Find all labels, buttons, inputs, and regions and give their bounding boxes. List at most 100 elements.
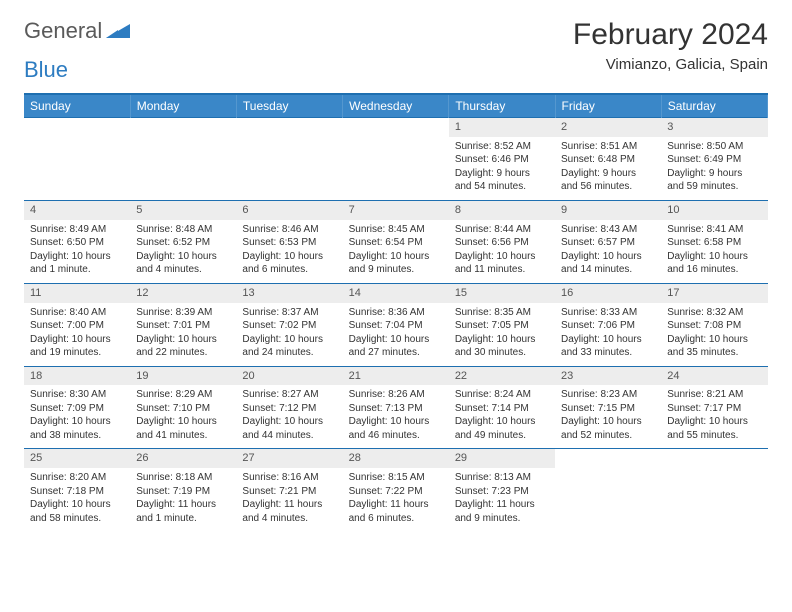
day-info-cell: Sunrise: 8:16 AMSunset: 7:21 PMDaylight:… bbox=[236, 468, 342, 531]
day-number-cell bbox=[130, 118, 236, 137]
day2-text: and 11 minutes. bbox=[455, 263, 549, 277]
day-info-cell: Sunrise: 8:35 AMSunset: 7:05 PMDaylight:… bbox=[449, 303, 555, 367]
day2-text: and 14 minutes. bbox=[561, 263, 655, 277]
sunrise-text: Sunrise: 8:51 AM bbox=[561, 140, 655, 154]
day-number-cell: 15 bbox=[449, 283, 555, 302]
title-location: Vimianzo, Galicia, Spain bbox=[573, 56, 768, 73]
sunrise-text: Sunrise: 8:39 AM bbox=[136, 306, 230, 320]
day-number-cell: 2 bbox=[555, 118, 661, 137]
day2-text: and 59 minutes. bbox=[667, 180, 761, 194]
sunset-text: Sunset: 6:52 PM bbox=[136, 236, 230, 250]
day-info-cell: Sunrise: 8:20 AMSunset: 7:18 PMDaylight:… bbox=[24, 468, 130, 531]
sunset-text: Sunset: 6:46 PM bbox=[455, 153, 549, 167]
day1-text: Daylight: 9 hours bbox=[561, 167, 655, 181]
day-number-cell: 14 bbox=[343, 283, 449, 302]
day-info-cell: Sunrise: 8:37 AMSunset: 7:02 PMDaylight:… bbox=[236, 303, 342, 367]
sunrise-text: Sunrise: 8:16 AM bbox=[242, 471, 336, 485]
day-number-cell: 24 bbox=[661, 366, 767, 385]
sunrise-text: Sunrise: 8:18 AM bbox=[136, 471, 230, 485]
sunrise-text: Sunrise: 8:15 AM bbox=[349, 471, 443, 485]
day2-text: and 16 minutes. bbox=[667, 263, 761, 277]
day-info-cell: Sunrise: 8:13 AMSunset: 7:23 PMDaylight:… bbox=[449, 468, 555, 531]
day-number-cell: 13 bbox=[236, 283, 342, 302]
day1-text: Daylight: 10 hours bbox=[667, 333, 761, 347]
daynum-row: 11121314151617 bbox=[24, 283, 768, 302]
day-number-cell: 23 bbox=[555, 366, 661, 385]
day-number-cell bbox=[24, 118, 130, 137]
day-number-cell: 9 bbox=[555, 200, 661, 219]
day-info-cell: Sunrise: 8:30 AMSunset: 7:09 PMDaylight:… bbox=[24, 385, 130, 449]
day-info-cell: Sunrise: 8:50 AMSunset: 6:49 PMDaylight:… bbox=[661, 137, 767, 201]
sunset-text: Sunset: 7:22 PM bbox=[349, 485, 443, 499]
day-number-cell: 26 bbox=[130, 449, 236, 468]
sunrise-text: Sunrise: 8:27 AM bbox=[242, 388, 336, 402]
day-info-cell: Sunrise: 8:41 AMSunset: 6:58 PMDaylight:… bbox=[661, 220, 767, 284]
sunrise-text: Sunrise: 8:29 AM bbox=[136, 388, 230, 402]
sunset-text: Sunset: 7:05 PM bbox=[455, 319, 549, 333]
info-row: Sunrise: 8:20 AMSunset: 7:18 PMDaylight:… bbox=[24, 468, 768, 531]
sunrise-text: Sunrise: 8:35 AM bbox=[455, 306, 549, 320]
sunset-text: Sunset: 7:01 PM bbox=[136, 319, 230, 333]
weekday-header-row: Sunday Monday Tuesday Wednesday Thursday… bbox=[24, 94, 768, 118]
day-info-cell: Sunrise: 8:15 AMSunset: 7:22 PMDaylight:… bbox=[343, 468, 449, 531]
sunrise-text: Sunrise: 8:24 AM bbox=[455, 388, 549, 402]
day1-text: Daylight: 10 hours bbox=[136, 250, 230, 264]
weekday-header: Saturday bbox=[661, 94, 767, 118]
day-info-cell: Sunrise: 8:36 AMSunset: 7:04 PMDaylight:… bbox=[343, 303, 449, 367]
sunrise-text: Sunrise: 8:46 AM bbox=[242, 223, 336, 237]
day2-text: and 22 minutes. bbox=[136, 346, 230, 360]
weekday-header: Sunday bbox=[24, 94, 130, 118]
day1-text: Daylight: 10 hours bbox=[30, 250, 124, 264]
day-info-cell: Sunrise: 8:32 AMSunset: 7:08 PMDaylight:… bbox=[661, 303, 767, 367]
day-number-cell: 25 bbox=[24, 449, 130, 468]
daynum-row: 45678910 bbox=[24, 200, 768, 219]
info-row: Sunrise: 8:40 AMSunset: 7:00 PMDaylight:… bbox=[24, 303, 768, 367]
day1-text: Daylight: 10 hours bbox=[349, 333, 443, 347]
day-info-cell: Sunrise: 8:40 AMSunset: 7:00 PMDaylight:… bbox=[24, 303, 130, 367]
day2-text: and 1 minute. bbox=[136, 512, 230, 526]
info-row: Sunrise: 8:52 AMSunset: 6:46 PM Daylight:… bbox=[24, 137, 768, 201]
weekday-header: Friday bbox=[555, 94, 661, 118]
day2-text: and 6 minutes. bbox=[349, 512, 443, 526]
sunrise-text: Sunrise: 8:36 AM bbox=[349, 306, 443, 320]
logo-text-1: General bbox=[24, 18, 102, 44]
day-number-cell: 18 bbox=[24, 366, 130, 385]
day1-text: Daylight: 10 hours bbox=[136, 415, 230, 429]
sunrise-text: Sunrise: 8:43 AM bbox=[561, 223, 655, 237]
daynum-row: 18192021222324 bbox=[24, 366, 768, 385]
day1-text: Daylight: 10 hours bbox=[561, 415, 655, 429]
sunrise-text: Sunrise: 8:30 AM bbox=[30, 388, 124, 402]
day-info-cell: Sunrise: 8:24 AMSunset: 7:14 PMDaylight:… bbox=[449, 385, 555, 449]
day1-text: Daylight: 11 hours bbox=[242, 498, 336, 512]
sunset-text: Sunset: 6:49 PM bbox=[667, 153, 761, 167]
daynum-row: 2526272829 bbox=[24, 449, 768, 468]
day-number-cell bbox=[555, 449, 661, 468]
sunset-text: Sunset: 7:19 PM bbox=[136, 485, 230, 499]
day-info-cell: Sunrise: 8:48 AMSunset: 6:52 PMDaylight:… bbox=[130, 220, 236, 284]
day2-text: and 4 minutes. bbox=[136, 263, 230, 277]
logo: General bbox=[24, 18, 132, 44]
day-number-cell: 1 bbox=[449, 118, 555, 137]
title-block: February 2024 Vimianzo, Galicia, Spain bbox=[573, 18, 768, 73]
sunrise-text: Sunrise: 8:52 AM bbox=[455, 140, 549, 154]
day1-text: Daylight: 10 hours bbox=[667, 250, 761, 264]
sunrise-text: Sunrise: 8:37 AM bbox=[242, 306, 336, 320]
weekday-header: Wednesday bbox=[343, 94, 449, 118]
day1-text: Daylight: 11 hours bbox=[136, 498, 230, 512]
sunset-text: Sunset: 6:58 PM bbox=[667, 236, 761, 250]
info-row: Sunrise: 8:49 AMSunset: 6:50 PMDaylight:… bbox=[24, 220, 768, 284]
calendar-table: Sunday Monday Tuesday Wednesday Thursday… bbox=[24, 93, 768, 531]
sunrise-text: Sunrise: 8:48 AM bbox=[136, 223, 230, 237]
day1-text: Daylight: 10 hours bbox=[30, 333, 124, 347]
day1-text: Daylight: 10 hours bbox=[561, 250, 655, 264]
day2-text: and 9 minutes. bbox=[349, 263, 443, 277]
sunset-text: Sunset: 7:18 PM bbox=[30, 485, 124, 499]
day-info-cell: Sunrise: 8:18 AMSunset: 7:19 PMDaylight:… bbox=[130, 468, 236, 531]
day-info-cell: Sunrise: 8:27 AMSunset: 7:12 PMDaylight:… bbox=[236, 385, 342, 449]
day-info-cell: Sunrise: 8:29 AMSunset: 7:10 PMDaylight:… bbox=[130, 385, 236, 449]
day-number-cell: 4 bbox=[24, 200, 130, 219]
day-number-cell: 10 bbox=[661, 200, 767, 219]
day-number-cell: 7 bbox=[343, 200, 449, 219]
sunrise-text: Sunrise: 8:45 AM bbox=[349, 223, 443, 237]
day-number-cell: 8 bbox=[449, 200, 555, 219]
